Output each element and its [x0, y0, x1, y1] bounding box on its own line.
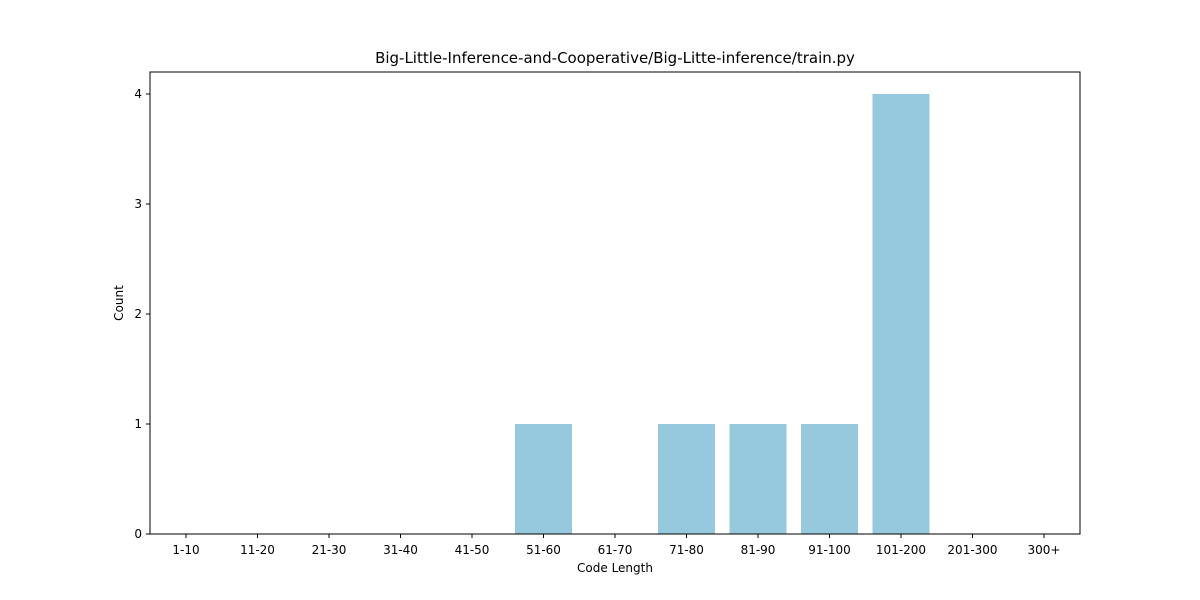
y-tick-label: 4	[134, 87, 142, 101]
bar-91-100	[801, 424, 858, 534]
y-tick-label: 0	[134, 527, 142, 541]
x-tick-label: 11-20	[240, 543, 275, 557]
bars-group	[515, 94, 930, 534]
chart-title: Big-Little-Inference-and-Cooperative/Big…	[375, 49, 855, 67]
bar-101-200	[872, 94, 930, 534]
y-tick-label: 2	[134, 307, 142, 321]
bar-71-80	[658, 424, 715, 534]
x-tick-label: 101-200	[876, 543, 926, 557]
bar-51-60	[515, 424, 572, 534]
y-axis-ticks: 0 1 2 3 4	[134, 87, 150, 541]
x-tick-label: 51-60	[526, 543, 561, 557]
x-tick-label: 201-300	[947, 543, 997, 557]
x-tick-label: 61-70	[598, 543, 633, 557]
bar-81-90	[729, 424, 787, 534]
y-axis-label: Count	[112, 285, 126, 321]
x-tick-label: 81-90	[741, 543, 776, 557]
x-tick-label: 21-30	[312, 543, 347, 557]
x-axis-ticks: 1-10 11-20 21-30 31-40 41-50 51-60 61-70 71-80 8…	[172, 534, 1060, 557]
x-tick-label: 300+	[1028, 543, 1061, 557]
plot-frame	[149, 71, 1081, 535]
x-axis-label: Code Length	[577, 561, 653, 575]
y-tick-label: 1	[134, 417, 142, 431]
x-tick-label: 91-100	[808, 543, 851, 557]
x-tick-label: 71-80	[669, 543, 704, 557]
x-tick-label: 31-40	[383, 543, 418, 557]
x-tick-label: 41-50	[455, 543, 490, 557]
y-tick-label: 3	[134, 197, 142, 211]
x-tick-label: 1-10	[172, 543, 199, 557]
